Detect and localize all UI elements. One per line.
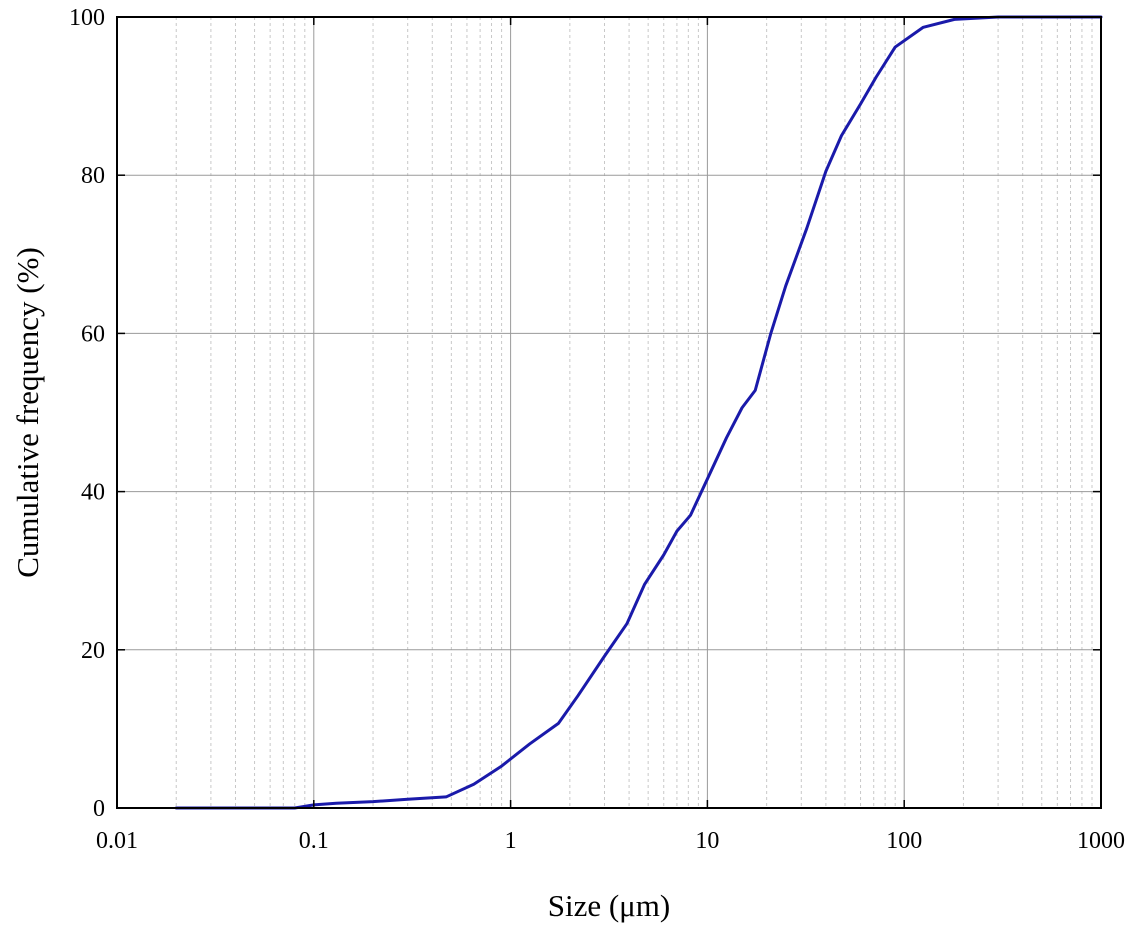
plot-frame	[116, 16, 1102, 809]
ticks	[116, 16, 1102, 809]
x-axis-title: Size (μm)	[548, 888, 671, 923]
x-tick-label: 100	[886, 828, 922, 854]
major-grid	[116, 16, 1102, 809]
x-tick-label: 1000	[1077, 828, 1125, 854]
x-tick-label: 1	[505, 828, 517, 854]
y-tick-label: 80	[81, 163, 105, 189]
series-layer	[174, 15, 1103, 810]
series-line	[174, 15, 1103, 810]
y-tick-label: 0	[93, 796, 105, 822]
x-tick-label: 10	[695, 828, 719, 854]
y-axis-title: Cumulative frequency (%)	[10, 247, 45, 578]
y-tick-label: 100	[69, 5, 105, 31]
y-tick-label: 60	[81, 321, 105, 347]
tick-labels: 0.01 0.1 1 10 100 1000 0 20 40 60 80 100	[69, 5, 1125, 854]
y-tick-label: 20	[81, 638, 105, 664]
x-tick-label: 0.01	[96, 828, 138, 854]
x-tick-label: 0.1	[299, 828, 329, 854]
y-tick-label: 40	[81, 480, 105, 506]
